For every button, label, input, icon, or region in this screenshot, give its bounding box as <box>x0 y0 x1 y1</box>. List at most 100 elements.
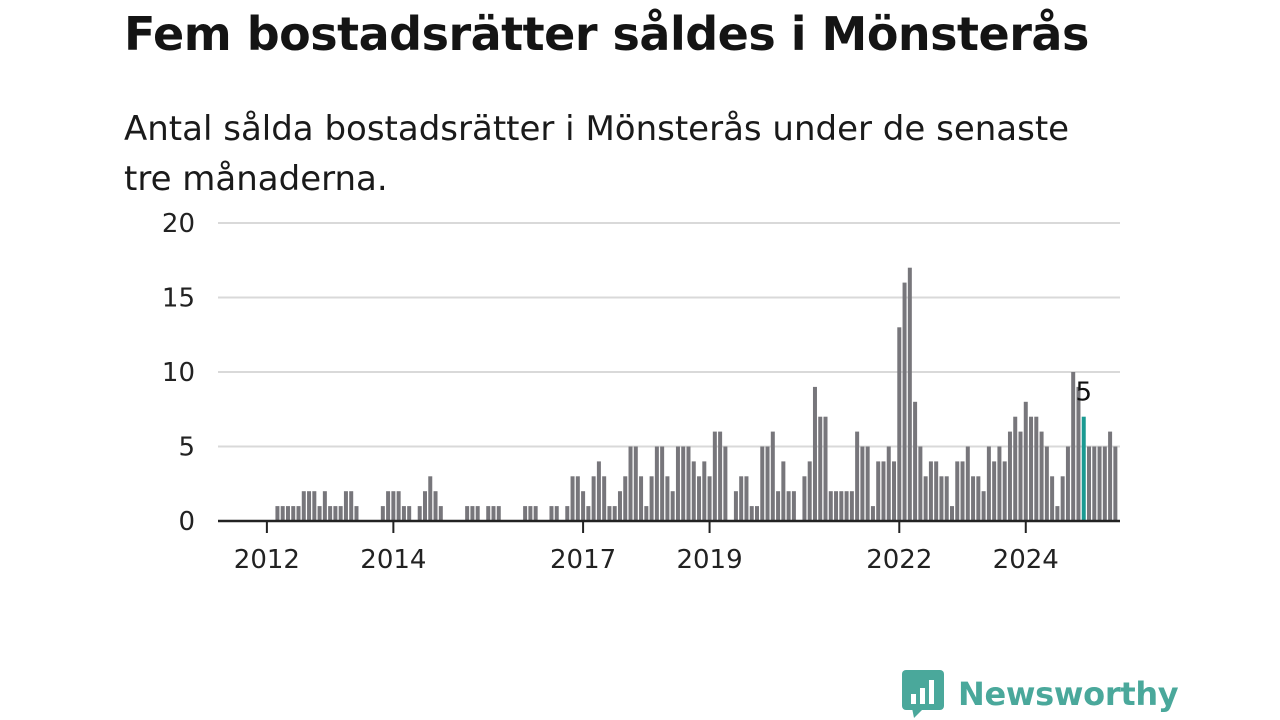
bar <box>433 491 438 521</box>
bar <box>565 506 570 521</box>
bar <box>823 416 828 521</box>
bar <box>417 506 422 521</box>
x-tick-label: 2014 <box>360 545 426 575</box>
bar <box>1039 431 1044 521</box>
bar <box>654 446 659 521</box>
bar <box>844 491 849 521</box>
bar <box>818 416 823 521</box>
bar <box>918 446 923 521</box>
bar <box>765 446 770 521</box>
bar <box>491 506 496 521</box>
newsworthy-chat-bars-icon <box>902 670 944 718</box>
bar <box>1076 386 1081 521</box>
bar <box>533 506 538 521</box>
bar <box>855 431 860 521</box>
bar <box>312 491 317 521</box>
bar <box>760 446 765 521</box>
bar <box>892 461 897 521</box>
bar <box>660 446 665 521</box>
bar <box>296 506 301 521</box>
gridlines <box>218 222 1120 448</box>
bar <box>644 506 649 521</box>
bar <box>1108 431 1113 521</box>
bar <box>623 476 628 521</box>
bar <box>349 491 354 521</box>
x-tick-label: 2022 <box>866 545 932 575</box>
bar <box>697 476 702 521</box>
bar <box>554 506 559 521</box>
bar <box>1060 476 1065 521</box>
bar <box>934 461 939 521</box>
bar <box>570 476 575 521</box>
bar <box>301 491 306 521</box>
bar <box>870 506 875 521</box>
bar <box>807 461 812 521</box>
bar <box>633 446 638 521</box>
bar <box>965 446 970 521</box>
bar <box>1018 431 1023 521</box>
bar <box>986 446 991 521</box>
bar <box>902 282 907 521</box>
bar <box>465 506 470 521</box>
bar <box>291 506 296 521</box>
bar <box>949 506 954 521</box>
y-tick-label: 0 <box>178 507 195 537</box>
bar <box>770 431 775 521</box>
chart-subtitle: Antal sålda bostadsrätter i Mönsterås un… <box>124 109 1070 199</box>
bar <box>1044 446 1049 521</box>
bar <box>380 506 385 521</box>
bar <box>897 327 902 521</box>
y-tick-label: 5 <box>178 433 195 463</box>
bar <box>581 491 586 521</box>
y-tick-label: 10 <box>162 358 195 388</box>
bar <box>976 476 981 521</box>
bar <box>1087 446 1092 521</box>
bar <box>791 491 796 521</box>
bar <box>1007 431 1012 521</box>
logo-text: Newsworthy <box>958 675 1179 713</box>
bar <box>860 446 865 521</box>
newsworthy-logo: Newsworthy <box>902 670 1179 718</box>
bar <box>343 491 348 521</box>
bar <box>723 446 728 521</box>
bar <box>333 506 338 521</box>
bar <box>1102 446 1107 521</box>
bar <box>354 506 359 521</box>
bar <box>391 491 396 521</box>
bar <box>1081 416 1086 521</box>
bar <box>786 491 791 521</box>
bar <box>733 491 738 521</box>
bar <box>865 446 870 521</box>
bar <box>396 491 401 521</box>
x-tick-label: 2019 <box>676 545 742 575</box>
bar <box>881 461 886 521</box>
bar <box>1023 401 1028 521</box>
bar <box>575 476 580 521</box>
bar <box>649 476 654 521</box>
highlight-value-label: 5 <box>1075 378 1092 408</box>
bar <box>681 446 686 521</box>
bar <box>628 446 633 521</box>
bar <box>665 476 670 521</box>
bar <box>322 491 327 521</box>
bar <box>739 476 744 521</box>
bar <box>607 506 612 521</box>
bar <box>907 267 912 521</box>
chart-title: Fem bostadsrätter såldes i Mönsterås <box>124 7 1089 61</box>
bar <box>913 401 918 521</box>
bar <box>744 476 749 521</box>
bar <box>834 491 839 521</box>
bar <box>939 476 944 521</box>
bar <box>285 506 290 521</box>
bar <box>1050 476 1055 521</box>
bar <box>960 461 965 521</box>
bar <box>275 506 280 521</box>
bar <box>586 506 591 521</box>
bar <box>307 491 312 521</box>
bar <box>386 491 391 521</box>
bar <box>470 506 475 521</box>
x-tick-label: 2012 <box>234 545 300 575</box>
bar <box>612 506 617 521</box>
bar <box>781 461 786 521</box>
bars <box>275 267 1118 521</box>
